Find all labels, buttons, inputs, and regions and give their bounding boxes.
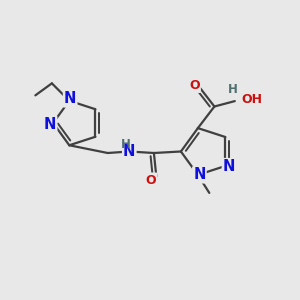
Text: H: H: [122, 138, 131, 152]
Text: H: H: [228, 82, 238, 96]
Text: N: N: [44, 117, 56, 132]
Text: N: N: [123, 144, 136, 159]
Text: O: O: [189, 79, 200, 92]
Text: OH: OH: [242, 93, 262, 106]
Text: N: N: [64, 92, 76, 106]
Text: N: N: [223, 159, 235, 174]
Text: O: O: [146, 173, 156, 187]
Text: N: N: [193, 167, 206, 182]
